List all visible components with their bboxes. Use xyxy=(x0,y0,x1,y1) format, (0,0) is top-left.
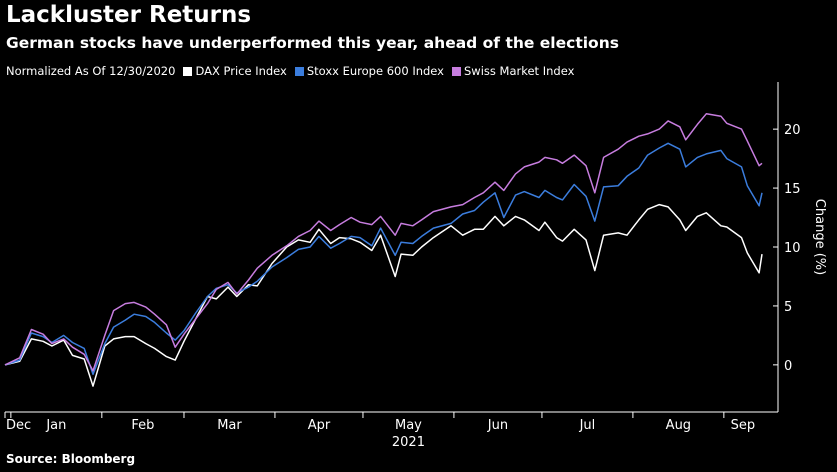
series-line-stoxx xyxy=(4,142,763,376)
y-tick-label: 10 xyxy=(784,241,801,256)
y-axis-label: Change (%) xyxy=(812,199,827,275)
source-note: Source: Bloomberg xyxy=(6,452,136,466)
x-tick-label: Jan xyxy=(45,418,66,433)
x-tick-label: Sep xyxy=(731,418,756,433)
legend-item-dax: DAX Price Index xyxy=(183,64,287,78)
legend-item-smi: Swiss Market Index xyxy=(451,64,575,78)
x-year-label: 2021 xyxy=(392,435,425,450)
x-tick-label: Jun xyxy=(487,418,508,433)
legend-swatch-smi xyxy=(451,66,461,76)
legend-item-stoxx: Stoxx Europe 600 Index xyxy=(294,64,444,78)
x-tick-label: Feb xyxy=(131,418,154,433)
x-tick-label: Mar xyxy=(217,418,242,433)
series-line-dax xyxy=(4,203,763,387)
chart-title: Lackluster Returns xyxy=(6,2,252,28)
y-tick-label: 5 xyxy=(784,300,792,315)
legend-label-smi: Swiss Market Index xyxy=(463,64,575,78)
x-tick-label: Dec xyxy=(6,418,31,433)
x-tick-label: Apr xyxy=(308,418,331,433)
legend-label-dax: DAX Price Index xyxy=(195,64,287,78)
y-tick-label: 0 xyxy=(784,359,792,374)
series-line-smi xyxy=(4,113,763,372)
normalized-note: Normalized As Of 12/30/2020 xyxy=(6,64,176,78)
x-tick-label: May xyxy=(395,418,422,433)
x-tick-label: Jul xyxy=(579,418,596,433)
legend: Normalized As Of 12/30/2020 DAX Price In… xyxy=(6,64,574,78)
y-tick-label: 20 xyxy=(784,123,801,138)
x-tick-label: Aug xyxy=(666,418,691,433)
chart-subtitle: German stocks have underperformed this y… xyxy=(6,34,619,52)
legend-swatch-dax xyxy=(183,66,193,76)
legend-label-stoxx: Stoxx Europe 600 Index xyxy=(306,64,444,78)
y-tick-label: 15 xyxy=(784,182,801,197)
legend-swatch-stoxx xyxy=(294,66,304,76)
